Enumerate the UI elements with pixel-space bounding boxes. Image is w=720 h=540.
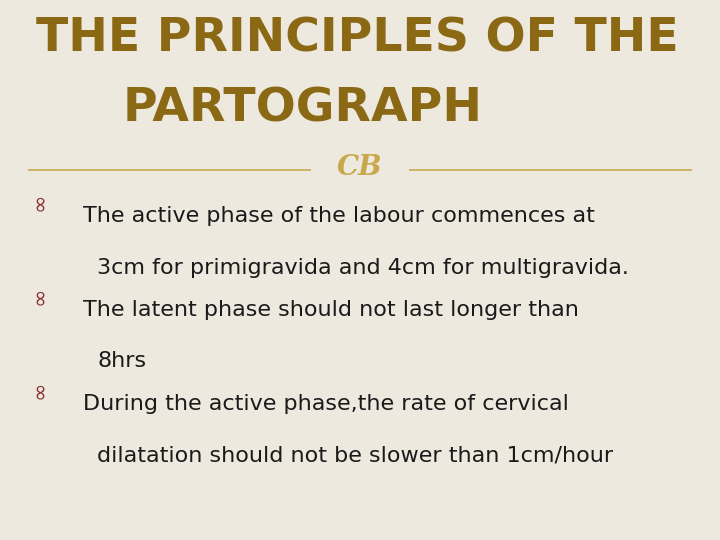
Text: ∞: ∞ (29, 381, 49, 399)
Text: The active phase of the labour commences at: The active phase of the labour commences… (83, 206, 595, 226)
Text: CB: CB (337, 154, 383, 181)
Text: THE PRINCIPLES OF THE: THE PRINCIPLES OF THE (36, 16, 679, 61)
Text: During the active phase,the rate of cervical: During the active phase,the rate of cerv… (83, 394, 569, 414)
Text: ∞: ∞ (29, 286, 49, 305)
Text: 3cm for primigravida and 4cm for multigravida.: 3cm for primigravida and 4cm for multigr… (97, 258, 629, 278)
Text: PARTOGRAPH: PARTOGRAPH (122, 86, 482, 131)
Text: dilatation should not be slower than 1cm/hour: dilatation should not be slower than 1cm… (97, 446, 613, 465)
Text: 8hrs: 8hrs (97, 351, 146, 371)
Text: ∞: ∞ (29, 193, 49, 211)
Text: The latent phase should not last longer than: The latent phase should not last longer … (83, 300, 579, 320)
